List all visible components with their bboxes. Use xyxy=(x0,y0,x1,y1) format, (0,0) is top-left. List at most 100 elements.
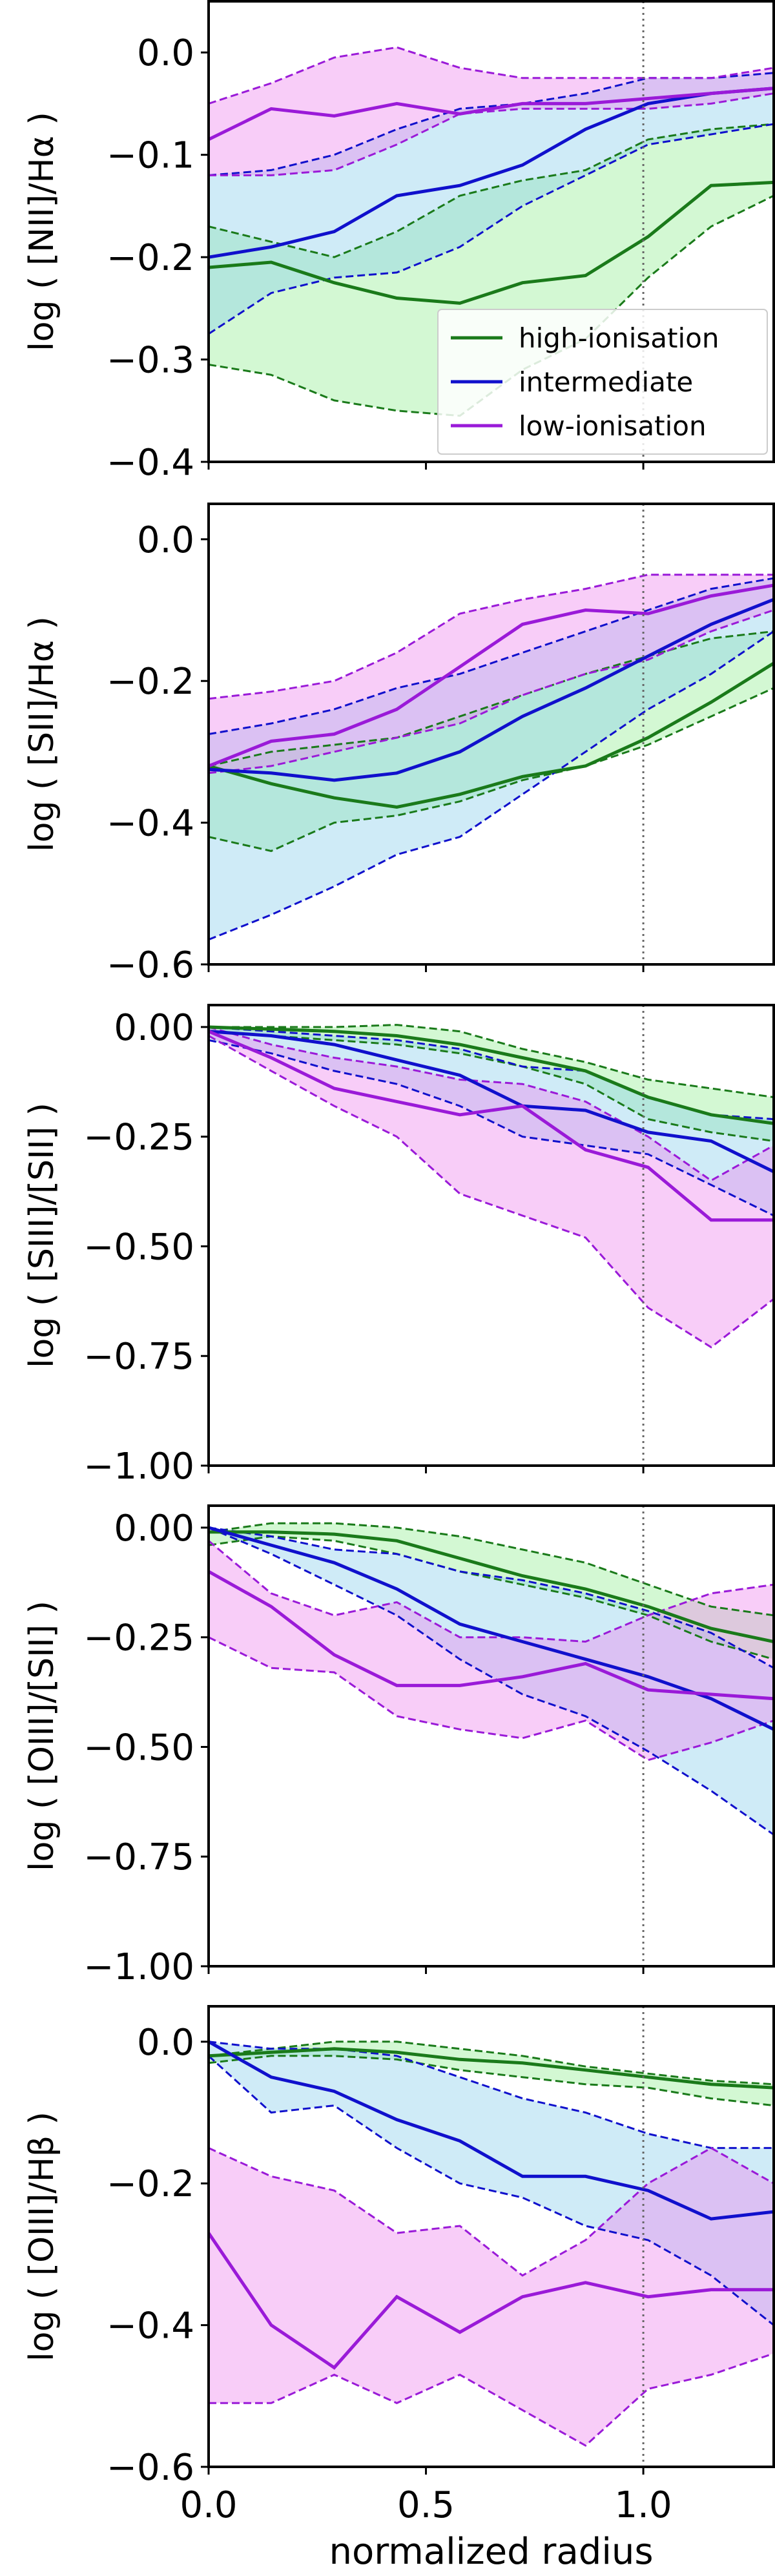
band xyxy=(209,1024,774,1141)
median-line xyxy=(209,597,774,782)
plot-frame xyxy=(207,1504,775,1968)
y-tick-label: −0.2 xyxy=(107,661,194,703)
bound-line xyxy=(209,630,774,940)
median-line xyxy=(209,2040,774,2221)
y-tick-label: 0.0 xyxy=(137,2022,194,2064)
x-axis-label: normalized radius xyxy=(329,2531,653,2573)
band xyxy=(209,631,774,851)
band xyxy=(209,1541,774,1760)
bound-line xyxy=(209,46,774,105)
y-axis-label: log ( [SII]/Hα ) xyxy=(23,616,61,852)
band xyxy=(209,2148,774,2446)
bound-line xyxy=(209,2041,774,2149)
band xyxy=(209,1027,774,1347)
median-line xyxy=(209,87,774,141)
x-tick-label: 1.0 xyxy=(615,2484,672,2526)
plot-area xyxy=(209,1024,774,1349)
band xyxy=(209,578,774,940)
plot-frame xyxy=(207,0,775,463)
panel: 0.0 −0.1 −0.2 −0.3 −0.4 log ( [NII]/Hα ) high-… xyxy=(23,0,775,484)
legend-box xyxy=(437,309,768,455)
y-tick-label: −0.2 xyxy=(107,2163,194,2205)
legend-label: intermediate xyxy=(519,366,693,398)
median-line xyxy=(209,1025,774,1125)
bound-line xyxy=(209,609,774,774)
bound-line xyxy=(209,2041,774,2086)
x-tick-label: 0.5 xyxy=(397,2484,455,2526)
bound-line xyxy=(209,1535,774,1661)
bound-line xyxy=(209,577,774,735)
plot-area xyxy=(209,574,774,940)
band xyxy=(209,1523,774,1659)
band xyxy=(209,574,774,773)
bound-line xyxy=(209,1026,774,1182)
y-tick-label: −0.1 xyxy=(107,135,194,177)
bound-line xyxy=(209,1035,774,1349)
y-tick-label: 0.00 xyxy=(114,1508,194,1550)
y-tick-label: 0.0 xyxy=(137,32,194,74)
bound-line xyxy=(209,1540,774,1643)
band xyxy=(209,72,774,334)
y-tick-label: −0.4 xyxy=(107,803,194,845)
y-tick-label: −0.6 xyxy=(107,2447,194,2489)
y-tick-label: −0.50 xyxy=(83,1226,194,1268)
panel: 0.0 −0.2 −0.4 −0.6 log ( [SII]/Hα ) xyxy=(23,503,775,986)
y-tick-label: −0.25 xyxy=(83,1617,194,1659)
bound-line xyxy=(209,2055,774,2107)
bound-line xyxy=(209,123,774,335)
bound-line xyxy=(209,1526,774,1669)
plot-frame xyxy=(207,1004,775,1467)
median-line xyxy=(209,180,774,305)
y-axis-label: log ( [OIII]/Hβ ) xyxy=(23,2112,61,2362)
plot-area xyxy=(209,1522,774,1836)
median-line xyxy=(209,1526,774,1731)
y-tick-label: −0.4 xyxy=(107,2305,194,2347)
median-line xyxy=(209,87,774,259)
band xyxy=(209,124,774,416)
bound-line xyxy=(209,574,774,700)
band xyxy=(209,2041,774,2106)
y-tick-label: 0.00 xyxy=(114,1007,194,1049)
bound-line xyxy=(209,1636,774,1761)
y-tick-label: −0.2 xyxy=(107,237,194,279)
plot-frame xyxy=(207,503,775,966)
median-line xyxy=(209,583,774,768)
median-line xyxy=(209,2047,774,2090)
median-line xyxy=(209,1530,774,1643)
y-axis-label: log ( [OIII]/[SII] ) xyxy=(23,1601,61,1871)
bound-line xyxy=(209,687,774,853)
y-tick-label: 0.0 xyxy=(137,519,194,561)
median-line xyxy=(209,1570,774,1701)
legend-label: high-ionisation xyxy=(519,322,719,354)
bound-line xyxy=(209,123,774,258)
plot-area xyxy=(209,2040,774,2447)
bound-line xyxy=(209,92,774,176)
y-tick-label: −0.75 xyxy=(83,1336,194,1378)
y-axis-label: log ( [SIII]/[SII] ) xyxy=(23,1103,61,1368)
median-line xyxy=(209,661,774,809)
y-axis-label: log ( [NII]/Hα ) xyxy=(23,112,61,351)
legend-label: low-ionisation xyxy=(519,410,707,442)
bound-line xyxy=(209,2353,774,2447)
y-tick-label: −0.75 xyxy=(83,1836,194,1878)
y-tick-label: −0.3 xyxy=(107,340,194,382)
y-tick-label: −0.6 xyxy=(107,944,194,986)
bound-line xyxy=(209,1024,774,1099)
bound-line xyxy=(209,1526,774,1836)
bound-line xyxy=(209,1030,774,1142)
band xyxy=(209,47,774,176)
x-tick-label: 0.0 xyxy=(180,2484,237,2526)
y-tick-label: −1.00 xyxy=(83,1446,194,1488)
panel: 0.00 −0.25 −0.50 −0.75 −1.00 log ( [OIII]/[SI… xyxy=(23,1504,775,1988)
bound-line xyxy=(209,2055,774,2326)
y-tick-label: −1.00 xyxy=(83,1946,194,1988)
bound-line xyxy=(209,1522,774,1617)
median-line xyxy=(209,1030,774,1222)
y-tick-label: −0.4 xyxy=(107,442,194,484)
y-tick-label: −0.25 xyxy=(83,1117,194,1159)
median-line xyxy=(209,1030,774,1174)
panel: 0.00 −0.25 −0.50 −0.75 −1.00 log ( [SIII]/[SI… xyxy=(23,1004,775,1488)
